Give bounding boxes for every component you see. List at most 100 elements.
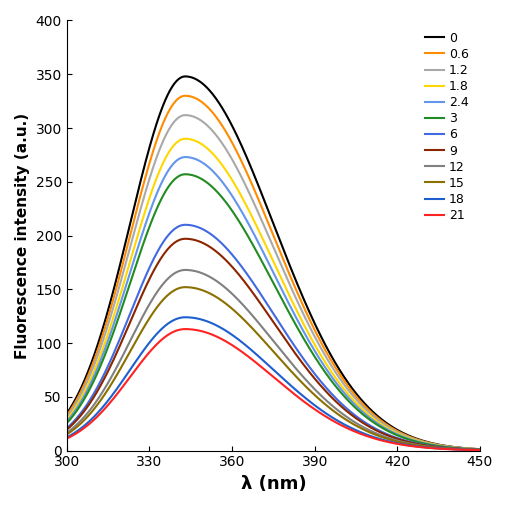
15	[64, 431, 70, 437]
21	[106, 401, 112, 407]
6	[394, 435, 400, 441]
9	[394, 436, 400, 442]
2.4	[246, 222, 252, 228]
3	[231, 211, 237, 217]
Line: 18: 18	[67, 318, 480, 450]
1.8	[231, 180, 237, 186]
2.4	[394, 431, 400, 437]
6	[231, 254, 237, 260]
9	[231, 266, 237, 272]
Line: 1.2: 1.2	[67, 115, 480, 450]
15	[348, 420, 354, 426]
Legend: 0, 0.6, 1.2, 1.8, 2.4, 3, 6, 9, 12, 15, 18, 21: 0, 0.6, 1.2, 1.8, 2.4, 3, 6, 9, 12, 15, …	[420, 27, 473, 227]
21	[182, 326, 188, 332]
1.8	[477, 447, 483, 453]
3	[182, 171, 188, 177]
9	[386, 433, 392, 439]
18	[231, 333, 237, 339]
12	[64, 430, 70, 436]
9	[182, 236, 188, 242]
0.6	[386, 423, 392, 429]
6	[64, 425, 70, 431]
0	[348, 384, 354, 390]
1.8	[348, 394, 354, 400]
2.4	[106, 335, 112, 341]
15	[246, 322, 252, 328]
Line: 21: 21	[67, 329, 480, 450]
3	[394, 432, 400, 438]
Line: 3: 3	[67, 174, 480, 450]
9	[348, 411, 354, 418]
12	[386, 435, 392, 441]
0	[64, 410, 70, 417]
1.2	[386, 425, 392, 431]
0.6	[394, 428, 400, 434]
15	[386, 436, 392, 442]
3	[246, 235, 252, 241]
1.2	[106, 319, 112, 325]
12	[348, 417, 354, 423]
6	[348, 409, 354, 415]
2.4	[182, 154, 188, 160]
18	[182, 314, 188, 321]
Line: 15: 15	[67, 287, 480, 450]
21	[64, 435, 70, 441]
2.4	[348, 397, 354, 403]
Line: 9: 9	[67, 239, 480, 450]
12	[231, 293, 237, 299]
0	[386, 422, 392, 428]
1.2	[64, 415, 70, 421]
9	[64, 427, 70, 433]
6	[106, 361, 112, 367]
6	[477, 447, 483, 453]
21	[477, 447, 483, 453]
2.4	[477, 447, 483, 453]
1.2	[394, 429, 400, 435]
0	[477, 446, 483, 452]
3	[386, 429, 392, 435]
X-axis label: λ (nm): λ (nm)	[240, 475, 306, 493]
21	[394, 441, 400, 447]
0.6	[246, 175, 252, 181]
0.6	[477, 446, 483, 452]
1.2	[231, 160, 237, 166]
0	[106, 304, 112, 310]
0.6	[106, 311, 112, 318]
12	[246, 309, 252, 315]
Line: 1.8: 1.8	[67, 139, 480, 450]
3	[477, 447, 483, 453]
0	[182, 73, 188, 79]
6	[386, 432, 392, 438]
15	[231, 307, 237, 313]
Line: 0: 0	[67, 76, 480, 449]
1.8	[386, 426, 392, 432]
3	[106, 341, 112, 347]
0	[246, 160, 252, 166]
1.8	[182, 136, 188, 142]
18	[106, 396, 112, 402]
3	[64, 420, 70, 426]
2.4	[64, 419, 70, 425]
Line: 0.6: 0.6	[67, 96, 480, 449]
1.2	[182, 112, 188, 118]
9	[477, 447, 483, 453]
21	[348, 427, 354, 433]
6	[246, 274, 252, 280]
21	[386, 439, 392, 446]
1.2	[348, 390, 354, 396]
Y-axis label: Fluorescence intensity (a.u.): Fluorescence intensity (a.u.)	[15, 112, 30, 359]
Line: 12: 12	[67, 270, 480, 450]
0.6	[231, 144, 237, 150]
1.8	[106, 328, 112, 334]
3	[348, 400, 354, 406]
12	[394, 437, 400, 443]
1.8	[246, 208, 252, 214]
18	[246, 345, 252, 351]
18	[64, 434, 70, 440]
Line: 6: 6	[67, 225, 480, 450]
15	[106, 385, 112, 391]
0	[231, 127, 237, 133]
1.8	[64, 417, 70, 423]
0	[394, 427, 400, 433]
1.8	[394, 430, 400, 436]
